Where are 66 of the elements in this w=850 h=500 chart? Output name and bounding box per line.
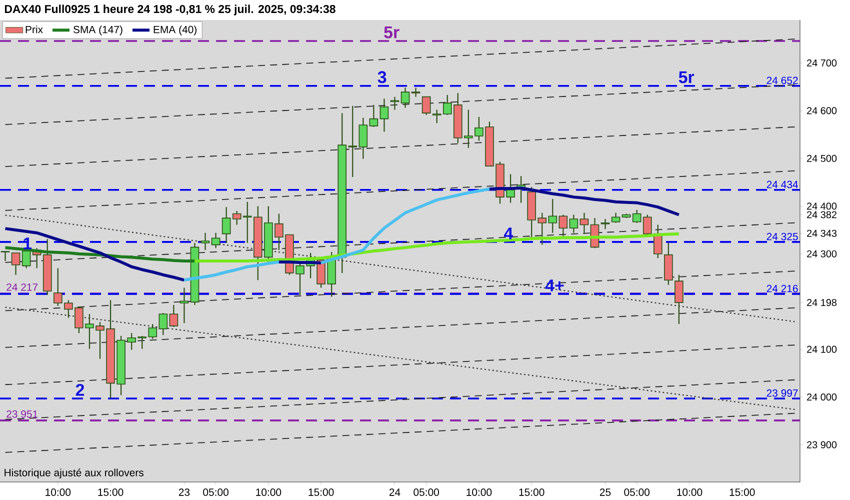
x-tick-label: 10:00 <box>677 488 702 496</box>
y-tick-label: 24 400 <box>807 202 837 210</box>
x-tick-label: 15:00 <box>730 488 755 496</box>
annotation: 3 <box>378 71 386 84</box>
candlestick <box>200 232 210 251</box>
candlestick <box>222 206 231 244</box>
annotation: 5r <box>384 26 400 38</box>
annotation: 4+ <box>545 280 564 292</box>
annotation: 24 217 <box>6 283 38 291</box>
y-tick-label: 24 343 <box>807 230 837 237</box>
x-tick-label: 10:00 <box>466 488 492 496</box>
ref-line-label: 23 997 <box>766 389 798 397</box>
candlestick <box>569 214 578 234</box>
candlestick <box>232 210 242 226</box>
ref-line-label: 24 652 <box>766 76 798 84</box>
candlestick <box>432 109 442 124</box>
candlestick <box>674 274 684 325</box>
candlestick <box>169 304 178 328</box>
x-tick-label: 15:00 <box>308 488 334 496</box>
annotation: 4 <box>504 228 514 240</box>
y-tick-label: 24 100 <box>807 346 837 353</box>
candlestick <box>558 214 568 239</box>
annotation: Historique ajusté aux rollovers <box>4 468 144 478</box>
candlestick <box>400 87 410 108</box>
annotation: 23 951 <box>6 410 38 418</box>
candlestick <box>211 232 220 249</box>
candlestick <box>653 224 662 259</box>
annotation: 2 <box>76 384 84 396</box>
annotation: 5r <box>678 71 694 84</box>
legend-label: SMA (147) <box>73 26 122 36</box>
candlestick <box>180 287 189 324</box>
y-tick-label: 24 300 <box>807 250 837 258</box>
ref-line-label: 24 325 <box>766 232 798 240</box>
y-tick-label: 24 700 <box>807 59 837 66</box>
x-tick-label: 10:00 <box>46 488 71 496</box>
y-tick-label: 24 600 <box>807 107 837 114</box>
x-tick-label: 05:00 <box>203 488 228 496</box>
candlestick <box>611 212 620 224</box>
chart-title: DAX40 Full0925 1 heure 24 198 -0,81 % 25 juil. 2025, 09:34:38 <box>4 4 336 16</box>
candlestick <box>411 87 420 98</box>
candlestick <box>380 98 389 132</box>
candlestick <box>580 212 589 234</box>
y-tick-label: 24 500 <box>807 154 837 162</box>
x-tick-label: 15:00 <box>519 488 544 496</box>
candlestick <box>11 252 20 276</box>
x-tick-label: 23 <box>178 488 190 496</box>
x-tick-label: 15:00 <box>98 488 124 496</box>
ref-line-label: 24 434 <box>766 180 798 188</box>
x-tick-label: 10:00 <box>256 488 282 496</box>
ref-line-label: 24 216 <box>766 284 798 292</box>
y-tick-label: 23 900 <box>807 441 837 448</box>
candlestick <box>358 117 368 160</box>
legend-label: EMA (40) <box>154 26 196 36</box>
y-tick-label: 24 198 <box>807 299 837 306</box>
x-tick-label: 05:00 <box>414 488 439 496</box>
x-tick-label: 24 <box>389 488 400 496</box>
legend-label: Prix <box>26 26 43 34</box>
candlestick <box>422 96 431 116</box>
candlestick <box>369 104 378 128</box>
y-tick-label: 24 382 <box>807 211 836 218</box>
x-tick-label: 05:00 <box>624 488 650 496</box>
x-tick-label: 25 <box>600 488 611 496</box>
y-tick-label: 24 000 <box>807 394 837 401</box>
line-series <box>182 260 280 282</box>
candlestick <box>632 209 642 224</box>
candlestick <box>158 312 168 336</box>
